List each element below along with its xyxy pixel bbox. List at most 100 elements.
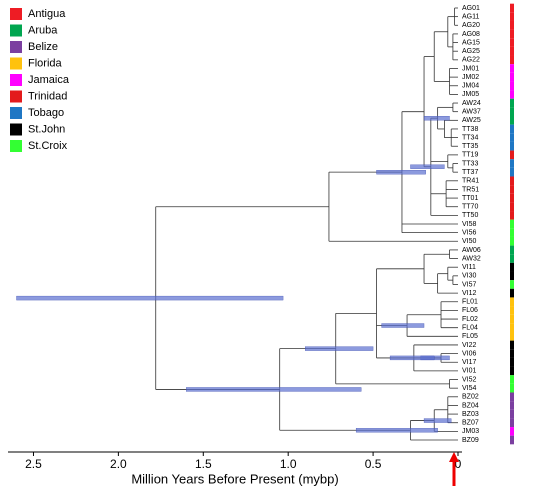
tip-color — [510, 254, 514, 263]
tip-color — [510, 12, 514, 21]
x-tick-label: 1.0 — [280, 457, 297, 471]
tip-label: TT38 — [462, 126, 478, 133]
tip-label: AW06 — [462, 247, 481, 254]
legend-label: Belize — [28, 41, 58, 53]
x-axis-label: Million Years Before Present (mybp) — [131, 471, 338, 486]
tip-label: TT35 — [462, 143, 478, 150]
legend-swatch — [10, 57, 22, 70]
tip-label: TT50 — [462, 212, 478, 219]
tip-color — [510, 116, 514, 125]
tip-color — [510, 262, 514, 272]
tip-color — [510, 245, 514, 255]
tip-color — [510, 314, 514, 324]
tip-label: VI12 — [462, 290, 477, 297]
tip-label: AW32 — [462, 255, 481, 262]
tip-label: AG01 — [462, 5, 480, 12]
tip-label: TT33 — [462, 160, 478, 167]
tip-color — [510, 288, 514, 298]
tip-color — [510, 38, 514, 47]
tip-label: AW24 — [462, 100, 481, 107]
tip-color — [510, 357, 514, 367]
tip-color — [510, 90, 514, 99]
tip-label: VI30 — [462, 273, 477, 280]
tip-label: BZ04 — [462, 402, 479, 409]
legend-swatch — [10, 123, 22, 136]
tip-color — [510, 64, 514, 73]
tip-label: AG08 — [462, 31, 480, 38]
tip-color — [510, 409, 514, 419]
tip-color — [510, 228, 514, 237]
tip-label: VI52 — [462, 376, 477, 383]
legend-swatch — [10, 107, 22, 119]
tip-color — [510, 297, 514, 307]
tip-label: JM04 — [462, 83, 479, 90]
tip-color — [510, 46, 514, 56]
tip-color — [510, 392, 514, 402]
hpd-bar — [16, 295, 284, 301]
tip-color — [510, 150, 514, 160]
tip-color — [510, 133, 514, 142]
tip-label: FL04 — [462, 325, 478, 332]
tip-color — [510, 427, 514, 436]
x-tick-label: 0 — [455, 457, 462, 471]
tip-color — [510, 340, 514, 350]
tip-label: AG25 — [462, 48, 480, 55]
x-tick-label: 1.5 — [195, 457, 212, 471]
tip-color — [510, 332, 514, 341]
tip-label: AW25 — [462, 117, 481, 124]
legend-swatch — [10, 41, 22, 53]
tip-color — [510, 98, 514, 108]
present-arrow-head — [449, 452, 459, 462]
hpd-bar — [305, 346, 374, 351]
tip-label: TT70 — [462, 204, 478, 211]
tip-label: TT01 — [462, 195, 478, 202]
tip-color — [510, 349, 514, 358]
tip-color — [510, 236, 514, 246]
tip-label: JM01 — [462, 65, 479, 72]
tip-label: FL01 — [462, 299, 478, 306]
tip-color — [510, 211, 514, 220]
tip-label: TT34 — [462, 134, 478, 141]
legend-label: Trinidad — [28, 90, 67, 102]
legend-label: Florida — [28, 57, 63, 69]
legend-swatch — [10, 140, 22, 152]
tip-label: VI58 — [462, 221, 477, 228]
tip-label: VI06 — [462, 350, 477, 357]
x-tick-label: 2.5 — [25, 457, 42, 471]
x-tick-label: 0.5 — [365, 457, 382, 471]
tip-color — [510, 280, 514, 289]
legend-swatch — [10, 24, 22, 37]
hpd-bar — [389, 355, 435, 361]
tip-color — [510, 323, 514, 332]
tip-label: JM05 — [462, 91, 479, 98]
legend-label: St.John — [28, 123, 65, 135]
tip-color — [510, 167, 514, 177]
tip-color — [510, 3, 514, 13]
tip-label: VI17 — [462, 359, 477, 366]
tip-color — [510, 20, 514, 30]
tip-color — [510, 193, 514, 203]
legend-label: Tobago — [28, 107, 64, 119]
tip-label: AG15 — [462, 39, 480, 46]
tip-label: BZ02 — [462, 394, 479, 401]
tip-color — [510, 366, 514, 376]
tip-label: FL06 — [462, 307, 478, 314]
tip-label: AW37 — [462, 109, 481, 116]
hpd-bar — [376, 170, 426, 175]
tip-label: VI57 — [462, 281, 477, 288]
tip-color — [510, 29, 514, 39]
tip-label: VI50 — [462, 238, 477, 245]
legend-swatch — [10, 74, 22, 86]
hpd-bar — [410, 164, 445, 169]
hpd-bar — [355, 428, 438, 433]
tip-label: FL05 — [462, 333, 478, 340]
tip-label: FL02 — [462, 316, 478, 323]
hpd-bar — [423, 418, 452, 423]
tip-color — [510, 375, 514, 384]
legend-label: Aruba — [28, 24, 58, 36]
tip-color — [510, 418, 514, 428]
tip-label: VI01 — [462, 368, 477, 375]
legend-label: Jamaica — [28, 74, 70, 86]
tip-color — [510, 81, 514, 91]
